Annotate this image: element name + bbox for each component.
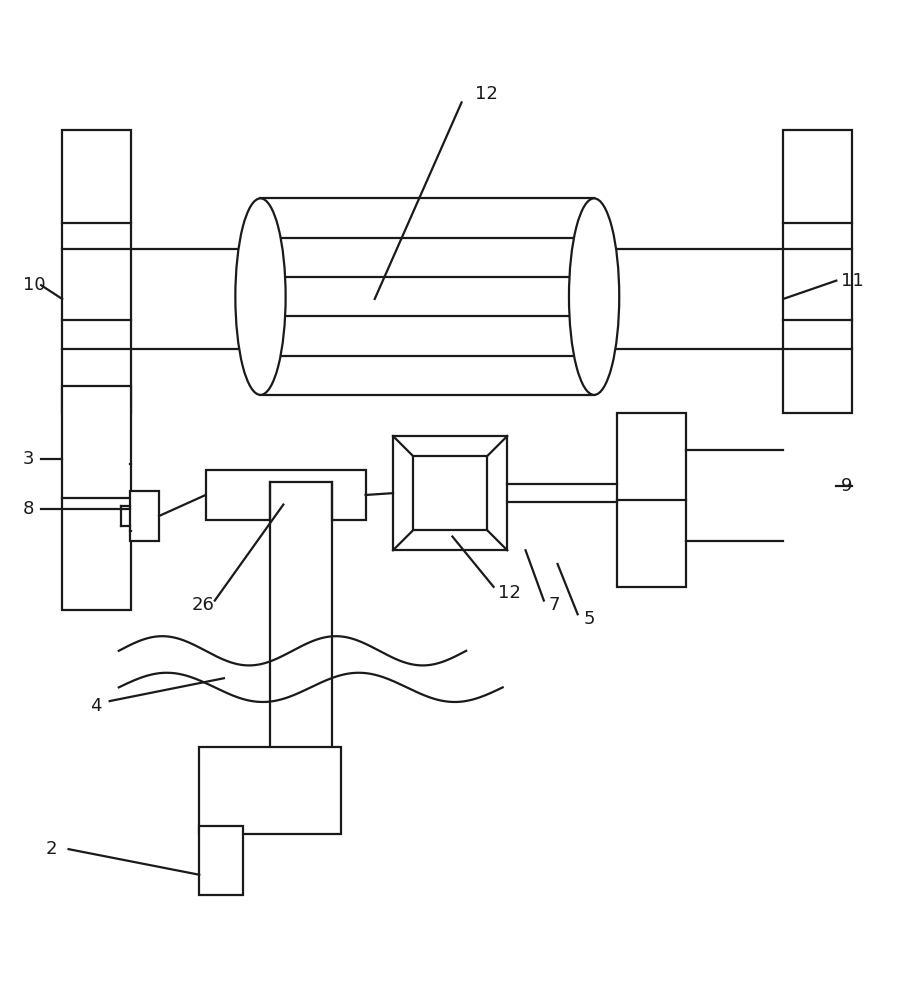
Text: 3: 3 <box>23 450 35 468</box>
Text: 12: 12 <box>475 85 498 103</box>
Bar <box>270 482 332 765</box>
Bar <box>783 130 852 413</box>
Text: 2: 2 <box>46 840 58 858</box>
Text: 7: 7 <box>548 596 560 614</box>
Bar <box>393 436 507 550</box>
Text: 4: 4 <box>90 697 101 715</box>
Text: 8: 8 <box>23 500 34 518</box>
Bar <box>413 456 487 530</box>
Bar <box>199 826 243 895</box>
Bar <box>260 198 594 395</box>
Bar <box>62 130 131 413</box>
Text: 11: 11 <box>841 272 864 290</box>
Text: 5: 5 <box>583 610 595 628</box>
Bar <box>617 413 686 587</box>
Text: 26: 26 <box>192 596 215 614</box>
Ellipse shape <box>569 198 619 395</box>
Bar <box>62 386 131 610</box>
Text: 12: 12 <box>498 584 521 602</box>
Bar <box>206 470 366 520</box>
Ellipse shape <box>235 198 285 395</box>
Bar <box>199 747 341 834</box>
Text: 10: 10 <box>23 276 46 294</box>
Bar <box>130 491 159 541</box>
Text: 9: 9 <box>841 477 853 495</box>
